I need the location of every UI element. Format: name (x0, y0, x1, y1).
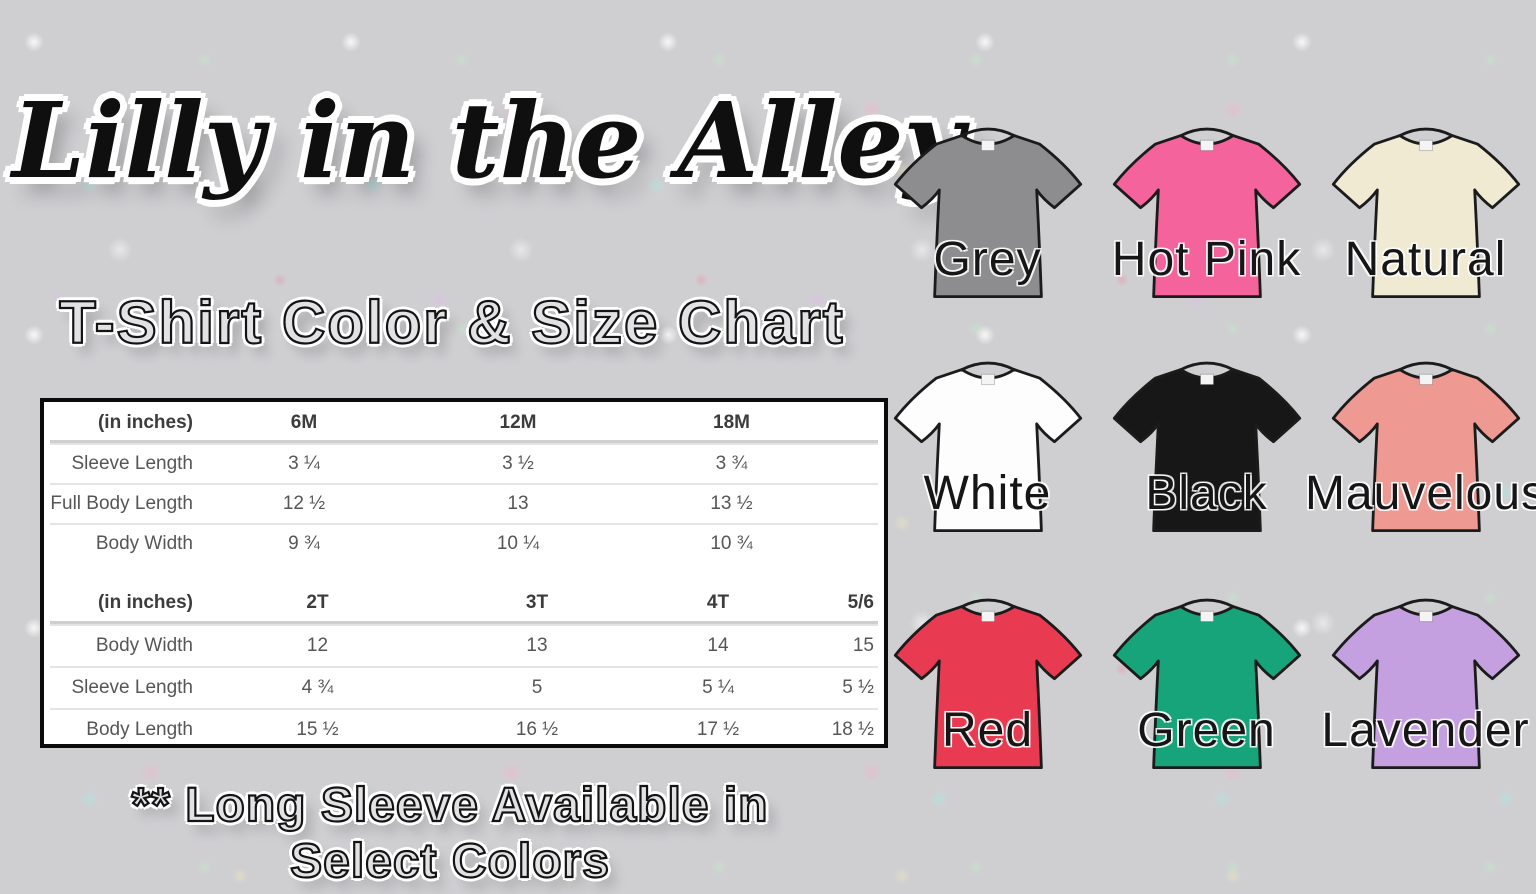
cell-value: 15 (852, 635, 874, 656)
cell-value: 10 ¾ (710, 533, 753, 554)
table-row-sleeve-length-toddler: Sleeve Length 4 ¾ 5 5 ¼ 5 ½ (50, 666, 878, 708)
cell-value: 14 (707, 635, 729, 656)
shirt-card-hot-pink: Hot Pink (1097, 124, 1316, 358)
shirt-color-label: Mauvelous (1304, 467, 1536, 520)
row-label: Body Width (95, 635, 193, 656)
shirt-color-label: Green (1137, 704, 1276, 757)
cell-value: 5 ¼ (702, 677, 734, 698)
cell-value: 17 ½ (696, 719, 740, 740)
shirt-color-label: Lavender (1321, 704, 1530, 757)
cell-value: 5 (531, 677, 543, 698)
toddler-header-row: (in inches) 2T 3T 4T 5/6 (50, 585, 878, 624)
infant-unit-label: (in inches) (97, 412, 193, 433)
cell-value: 13 ½ (710, 493, 753, 514)
shirt-card-lavender: Lavender (1316, 595, 1535, 837)
footnote-line-2: Select Colors (289, 834, 610, 889)
footnote: ** Long Sleeve Available in Select Color… (60, 778, 840, 889)
cell-value: 3 ¼ (288, 453, 320, 474)
row-label: Body Width (95, 533, 193, 554)
shirt-card-black: Black (1097, 358, 1316, 595)
cell-value: 9 ¾ (288, 533, 320, 554)
infant-header-row: (in inches) 6M 12M 18M (50, 406, 878, 443)
cell-value: 16 ½ (515, 719, 559, 740)
column-header-18m: 18M (713, 412, 750, 433)
cell-value: 12 (306, 635, 329, 656)
shirt-card-green: Green (1097, 595, 1316, 837)
brand-title: Lilly in the Alley (12, 79, 964, 202)
shirt-card-white: White (878, 358, 1097, 595)
cell-value: 10 ¼ (496, 533, 540, 554)
column-header-4t: 4T (706, 592, 730, 613)
table-row-body-width-infant: Body Width 9 ¾ 10 ¼ 10 ¾ (50, 523, 878, 563)
column-header-2t: 2T (306, 592, 329, 613)
size-chart-table: (in inches) 6M 12M 18M Sleeve Length 3 ¼… (40, 398, 888, 748)
column-header-5-6: 5/6 (847, 592, 874, 613)
shirt-color-label: Red (941, 704, 1034, 757)
footnote-line-1: ** Long Sleeve Available in (130, 778, 769, 833)
cell-value: 15 ½ (296, 719, 339, 740)
table-row-full-body-length-infant: Full Body Length 12 ½ 13 13 ½ (50, 483, 878, 523)
cell-value: 3 ½ (502, 453, 534, 474)
cell-value: 3 ¾ (715, 453, 748, 474)
column-header-12m: 12M (499, 412, 537, 433)
page-subtitle: T-Shirt Color & Size Chart (58, 288, 845, 357)
shirt-color-label: Hot Pink (1111, 233, 1302, 286)
table-row-body-width-toddler: Body Width 12 13 14 15 (50, 624, 878, 666)
table-row-sleeve-length-infant: Sleeve Length 3 ¼ 3 ½ 3 ¾ (50, 443, 878, 483)
toddler-unit-label: (in inches) (97, 592, 193, 613)
brand-header: Lilly in the Alley (12, 42, 964, 240)
shirt-color-label: White (923, 467, 1052, 520)
shirt-card-grey: Grey (878, 124, 1097, 358)
shirt-color-label: Grey (933, 233, 1042, 286)
color-swatch-grid: Grey Hot Pink Natural White Black M (878, 124, 1536, 837)
row-label: Body Length (86, 719, 193, 740)
cell-value: 12 ½ (282, 493, 326, 514)
shirt-color-label: Black (1145, 467, 1268, 520)
shirt-card-red: Red (878, 595, 1097, 837)
shirt-card-mauvelous: Mauvelous (1305, 358, 1536, 595)
row-label: Full Body Length (50, 493, 193, 514)
row-label: Sleeve Length (71, 453, 194, 474)
table-row-body-length-toddler: Body Length 15 ½ 16 ½ 17 ½ 18 ½ (50, 708, 878, 750)
column-header-6m: 6M (290, 412, 318, 433)
row-label: Sleeve Length (71, 677, 194, 698)
shirt-card-natural: Natural (1316, 124, 1535, 358)
shirt-color-label: Natural (1344, 233, 1507, 286)
cell-value: 18 ½ (831, 719, 874, 740)
cell-value: 13 (507, 493, 529, 514)
cell-value: 13 (526, 635, 548, 656)
section-divider-gap (50, 563, 878, 585)
column-header-3t: 3T (525, 592, 549, 613)
cell-value: 5 ½ (842, 677, 874, 698)
cell-value: 4 ¾ (301, 677, 334, 698)
